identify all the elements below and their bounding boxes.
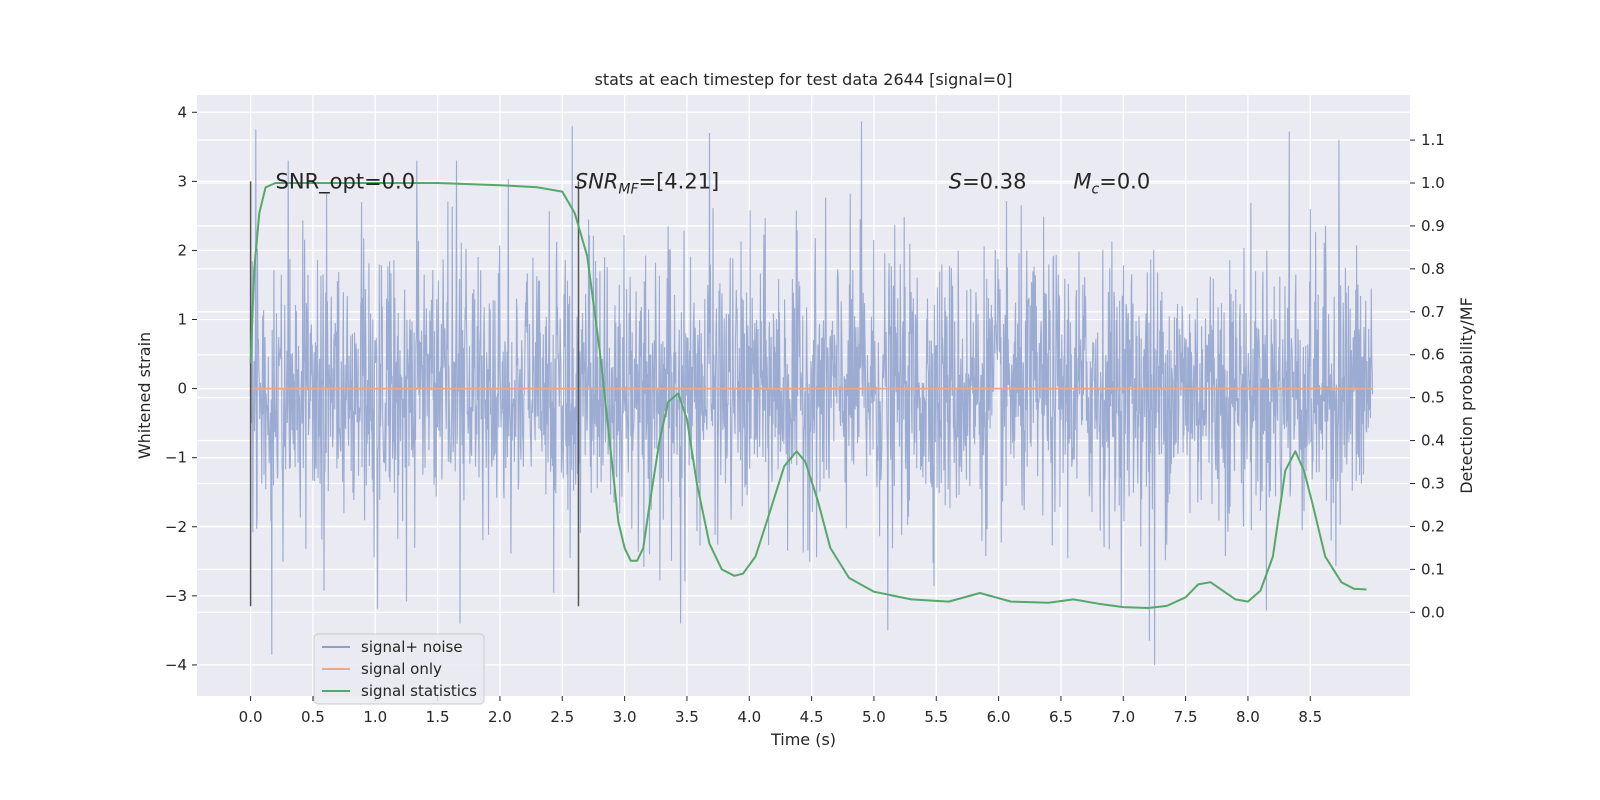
annotation-mc: Mc=0.0 [1073, 169, 1150, 197]
legend: signal+ noise signal only signal statistic… [313, 633, 485, 705]
y-tick-label: −3 [165, 587, 187, 605]
annotation-snr-mf-base: SNR [575, 169, 619, 193]
x-tick-label: 7.0 [1111, 708, 1135, 726]
y2-tick-label: 1.1 [1421, 131, 1445, 149]
legend-label: signal only [361, 660, 442, 678]
annotation-mc-base: M [1073, 169, 1091, 193]
x-tick-label: 0.5 [301, 708, 325, 726]
y-tick-label: −2 [165, 518, 187, 536]
legend-box [313, 633, 485, 705]
chart-title: stats at each timestep for test data 264… [594, 70, 1012, 89]
annotation-s: S=0.38 [949, 169, 1027, 193]
y2-tick-label: 0.4 [1421, 432, 1445, 450]
y-axis-label: Whitened strain [135, 332, 154, 459]
axes: 0.0 0.5 1.0 1.5 2.0 2.5 3.0 3.5 4.0 4.5 5.0 5.5 6.0 6… [165, 103, 1445, 726]
x-tick-label: 3.5 [675, 708, 699, 726]
y2-tick-label: 0.1 [1421, 560, 1445, 578]
y2-tick-label: 0.5 [1421, 389, 1445, 407]
annotation-mc-value: =0.0 [1099, 169, 1150, 193]
x-tick-label: 2.0 [488, 708, 512, 726]
x-tick-label: 6.5 [1049, 708, 1073, 726]
annotation-mc-sub: c [1092, 181, 1100, 197]
legend-label: signal+ noise [361, 638, 463, 656]
annotations: SNR_opt=0.0 SNRMF=[4.21] S=0.38 Mc=0.0 [276, 169, 1151, 197]
y2-tick-label: 0.8 [1421, 260, 1445, 278]
y-tick-label: −1 [165, 449, 187, 467]
y-tick-label: 3 [177, 172, 187, 190]
y2-axis-label: Detection probability/MF [1457, 297, 1476, 494]
annotation-snr-mf-sub: MF [618, 181, 639, 197]
x-tick-label: 5.0 [862, 708, 886, 726]
statistics-series [249, 182, 1367, 609]
y2-tick-label: 0.2 [1421, 517, 1445, 535]
x-tick-label: 1.0 [363, 708, 387, 726]
x-tick-label: 8.5 [1298, 708, 1322, 726]
x-tick-label: 6.0 [987, 708, 1011, 726]
x-axis-label: Time (s) [770, 730, 836, 749]
legend-label: signal statistics [361, 682, 477, 700]
x-tick-label: 8.0 [1236, 708, 1260, 726]
annotation-s-base: S [949, 169, 962, 193]
x-tick-label: 3.0 [613, 708, 637, 726]
annotation-s-value: =0.38 [962, 169, 1026, 193]
y-tick-label: 4 [177, 103, 187, 121]
vertical-markers [249, 181, 580, 607]
x-tick-label: 1.5 [426, 708, 450, 726]
annotation-snr-opt: SNR_opt=0.0 [276, 169, 416, 194]
y2-tick-label: 1.0 [1421, 174, 1445, 192]
y2-tick-label: 0.0 [1421, 603, 1445, 621]
annotation-snr-mf-value: =[4.21] [639, 169, 720, 193]
y-tick-label: −4 [165, 656, 187, 674]
y-tick-label: 0 [177, 380, 187, 398]
x-tick-label: 5.5 [924, 708, 948, 726]
y-tick-label: 2 [177, 241, 187, 259]
x-tick-label: 2.5 [550, 708, 574, 726]
x-tick-label: 4.5 [800, 708, 824, 726]
x-tick-label: 0.0 [239, 708, 263, 726]
x-tick-label: 7.5 [1174, 708, 1198, 726]
y2-tick-label: 0.9 [1421, 217, 1445, 235]
y2-tick-label: 0.6 [1421, 346, 1445, 364]
y2-tick-label: 0.3 [1421, 475, 1445, 493]
y2-tick-label: 0.7 [1421, 303, 1445, 321]
y-tick-label: 1 [177, 311, 187, 329]
statistics-line [249, 182, 1367, 609]
x-tick-label: 4.0 [737, 708, 761, 726]
annotation-snr-mf: SNRMF=[4.21] [575, 169, 720, 197]
